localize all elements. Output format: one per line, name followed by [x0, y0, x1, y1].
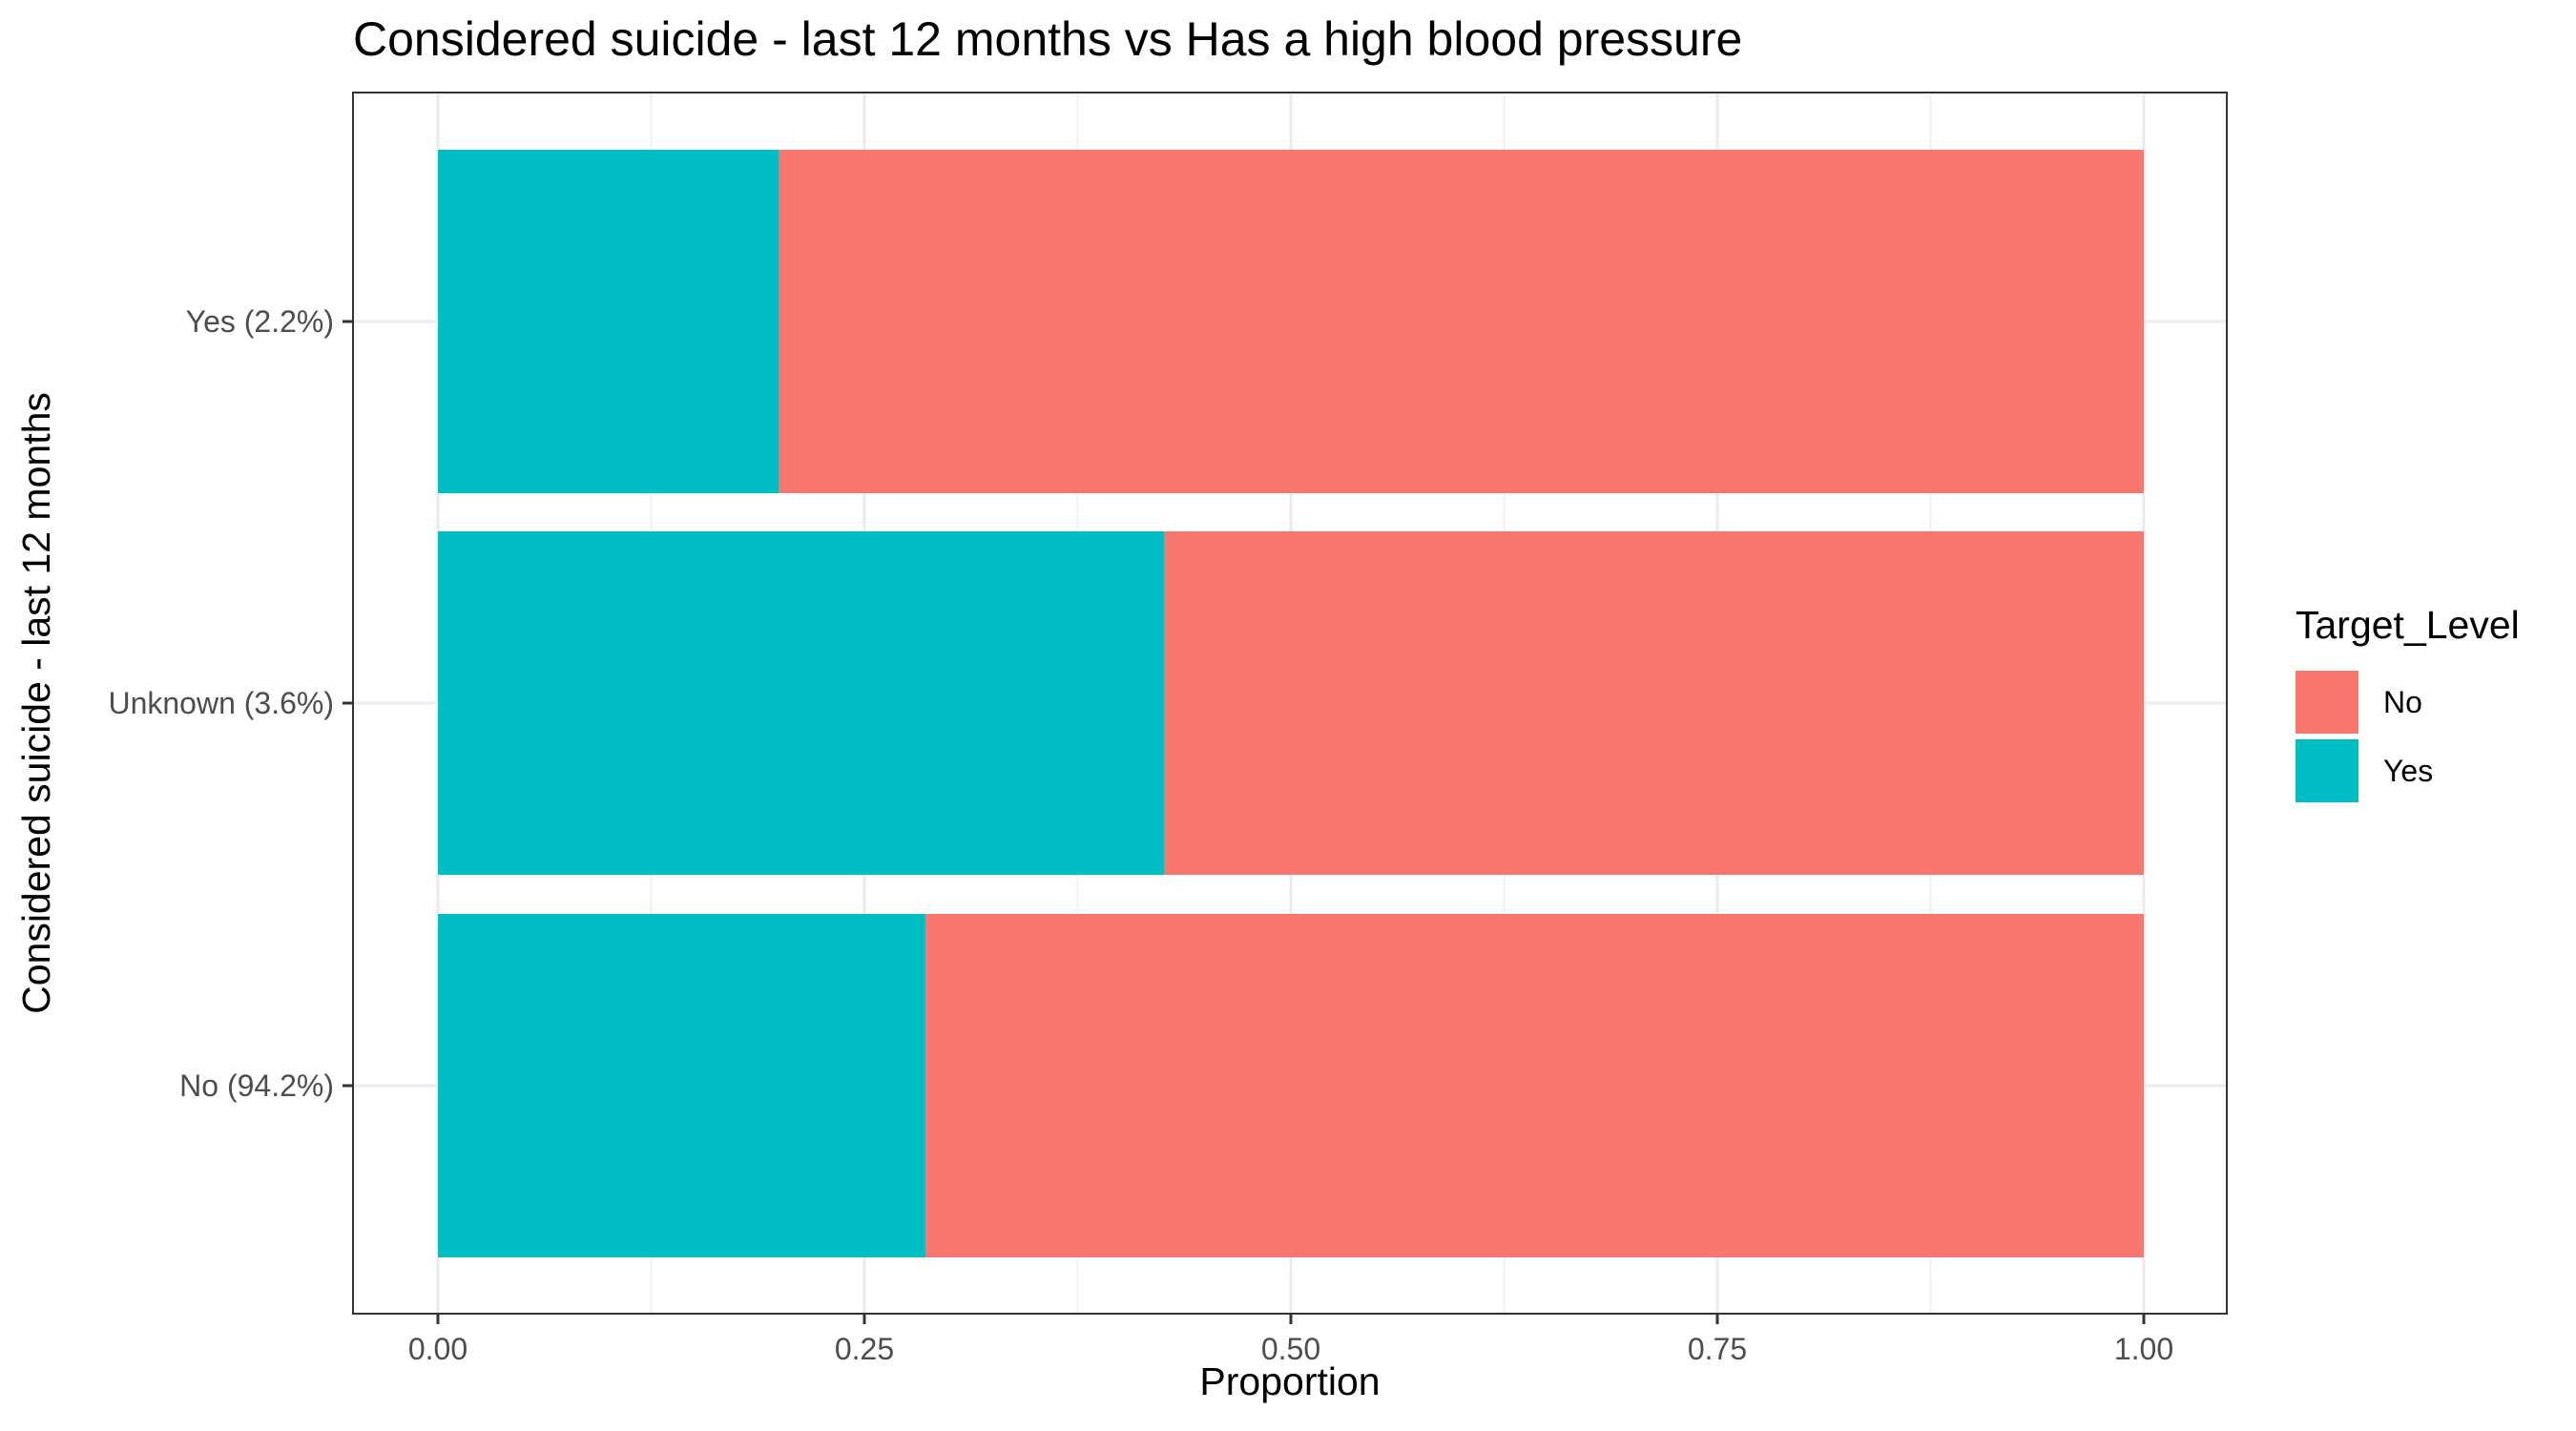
y-tick-label: Yes (2.2%) — [186, 304, 334, 339]
x-tick-label: 0.75 — [1688, 1332, 1747, 1366]
bar-no-2 — [925, 914, 2145, 1257]
chart-title: Considered suicide - last 12 months vs H… — [353, 12, 1742, 66]
y-axis-title: Considered suicide - last 12 months — [14, 392, 58, 1014]
x-tick-label: 0.00 — [408, 1332, 467, 1366]
bar-yes-0 — [438, 150, 779, 493]
bar-yes-2 — [438, 914, 926, 1257]
x-tick-label: 0.25 — [835, 1332, 894, 1366]
legend-label: No — [2383, 685, 2422, 719]
x-axis: 0.00 0.25 0.50 0.75 1.00 — [408, 1314, 2173, 1366]
bar-no-0 — [779, 150, 2144, 493]
x-tick-label: 0.50 — [1261, 1332, 1320, 1366]
legend: Target_Level No Yes — [2296, 603, 2520, 802]
y-tick-label: Unknown (3.6%) — [108, 686, 334, 720]
legend-key-no — [2296, 671, 2358, 734]
y-tick-label: No (94.2%) — [179, 1068, 334, 1103]
y-axis: Yes (2.2%) Unknown (3.6%) No (94.2%) — [108, 304, 353, 1103]
legend-label: Yes — [2383, 754, 2433, 788]
legend-key-yes — [2296, 739, 2358, 802]
bar-yes-1 — [438, 531, 1165, 875]
bar-no-1 — [1164, 531, 2144, 875]
x-tick-label: 1.00 — [2114, 1332, 2173, 1366]
x-axis-title: Proportion — [1199, 1359, 1380, 1403]
legend-title: Target_Level — [2296, 603, 2520, 647]
bars — [438, 150, 2145, 1257]
